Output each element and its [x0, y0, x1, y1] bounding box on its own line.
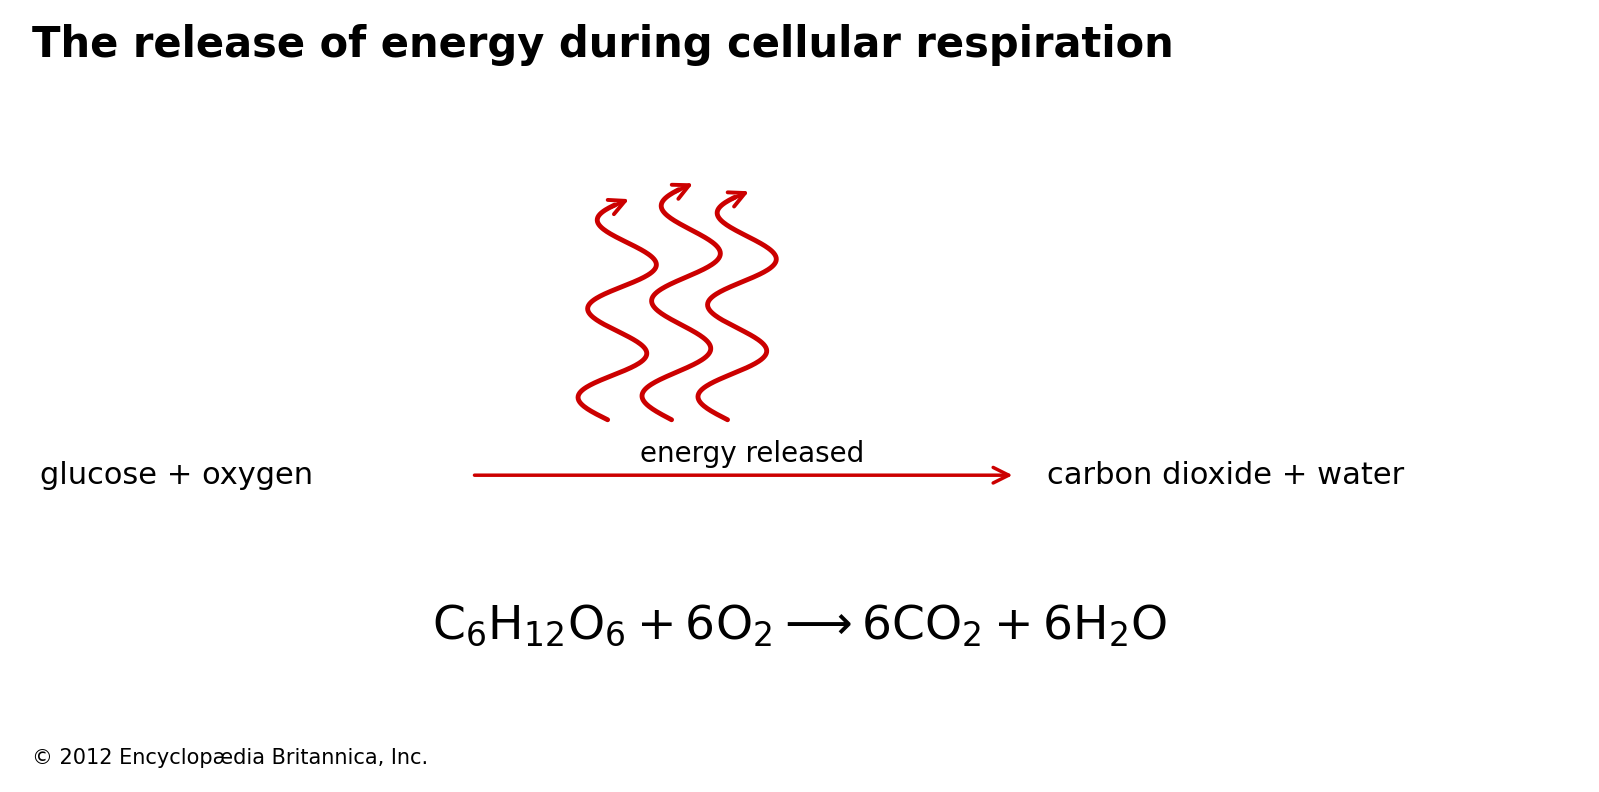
Text: carbon dioxide + water: carbon dioxide + water: [1047, 461, 1404, 489]
Text: glucose + oxygen: glucose + oxygen: [40, 461, 313, 489]
Text: $\mathrm{C_6H_{12}O_6 + 6O_2 \longrightarrow 6CO_2 + 6H_2O}$: $\mathrm{C_6H_{12}O_6 + 6O_2 \longrighta…: [432, 603, 1167, 649]
Text: The release of energy during cellular respiration: The release of energy during cellular re…: [32, 24, 1174, 66]
Text: energy released: energy released: [640, 440, 863, 467]
Text: © 2012 Encyclopædia Britannica, Inc.: © 2012 Encyclopædia Britannica, Inc.: [32, 748, 429, 768]
